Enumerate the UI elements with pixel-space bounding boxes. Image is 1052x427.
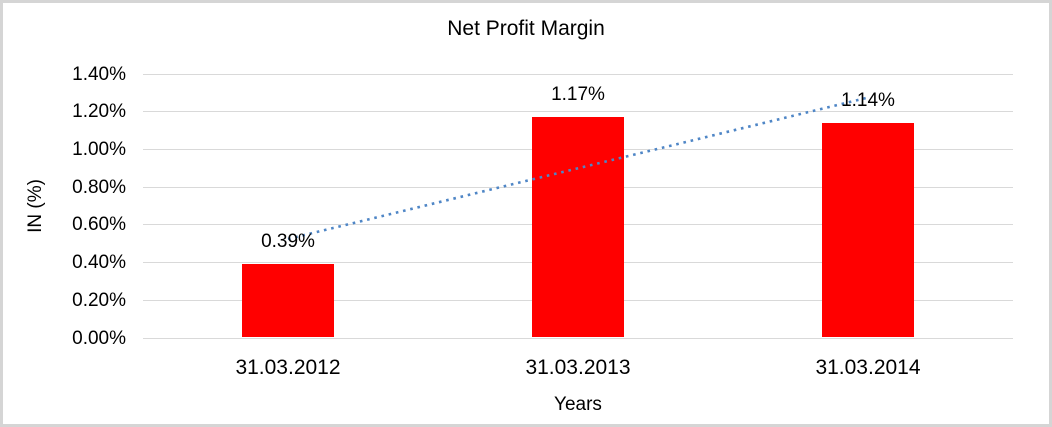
bar-31.03.2012 bbox=[242, 264, 334, 337]
gridline bbox=[143, 111, 1013, 113]
y-tick-label: 0.00% bbox=[72, 327, 126, 349]
y-tick-label: 0.40% bbox=[72, 252, 126, 274]
y-tick-label: 0.60% bbox=[72, 214, 126, 236]
x-tick-label: 31.03.2013 bbox=[525, 356, 631, 379]
trendline-segment bbox=[287, 96, 869, 241]
y-tick-label: 0.80% bbox=[72, 176, 126, 198]
data-label-31.03.2013: 1.17% bbox=[551, 84, 605, 106]
x-axis-title: Years bbox=[554, 394, 602, 415]
data-label-31.03.2012: 0.39% bbox=[261, 231, 315, 253]
x-tick-label: 31.03.2014 bbox=[815, 356, 921, 379]
trendline bbox=[287, 96, 869, 241]
plot-area: 0.39% 1.17% 1.14% bbox=[143, 73, 1013, 339]
x-tick-label: 31.03.2012 bbox=[235, 356, 341, 379]
bar-31.03.2014 bbox=[822, 123, 914, 337]
y-tick-label: 1.00% bbox=[72, 138, 126, 160]
bar-31.03.2013 bbox=[532, 117, 624, 337]
y-tick-label: 0.20% bbox=[72, 289, 126, 311]
chart-title: Net Profit Margin bbox=[447, 17, 605, 40]
gridline bbox=[143, 73, 1013, 75]
data-label-31.03.2014: 1.14% bbox=[841, 90, 895, 112]
y-tick-label: 1.20% bbox=[72, 101, 126, 123]
x-axis-line bbox=[143, 337, 1013, 339]
y-tick-label: 1.40% bbox=[72, 63, 126, 85]
